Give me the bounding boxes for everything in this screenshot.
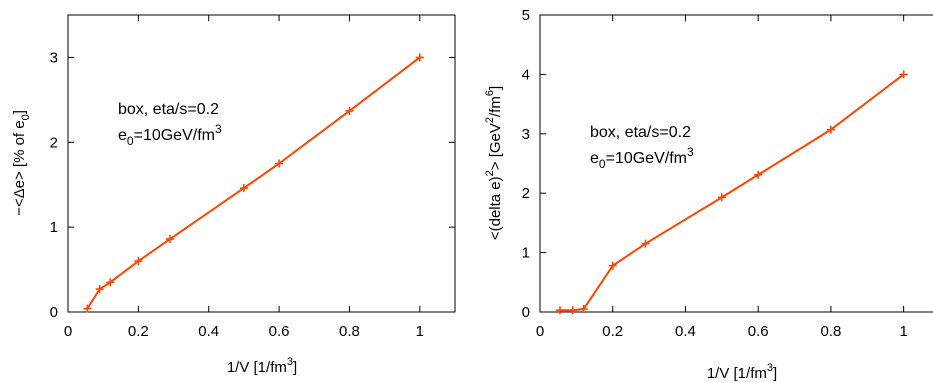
right-data-point [754, 170, 763, 179]
left-data-point [134, 257, 143, 266]
left-y-tick-label: 1 [50, 219, 58, 236]
right-data-point [608, 261, 617, 270]
right-data-point [568, 306, 577, 315]
left-x-axis-label: 1/V [1/fm3] [227, 356, 297, 376]
right-data-point [579, 305, 588, 314]
right-series-line [560, 73, 905, 312]
left-data-point [239, 184, 248, 193]
left-x-tick-label: 0 [64, 323, 72, 340]
right-data-point [717, 193, 726, 202]
left-series-line [86, 56, 421, 310]
right-plot-frame [539, 14, 933, 313]
right-x-tick-label: 0.8 [820, 323, 841, 340]
right-y-tick-label: 0 [522, 304, 530, 321]
right-y-tick-label: 5 [522, 7, 530, 24]
right-y-axis-label: <(delta e)2> [GeV2/fm6] [484, 86, 504, 240]
right-chart: 0 0.2 0.4 0.6 0.8 1 0 1 2 3 4 5 box, eta/s=0.2 e0=1… [484, 7, 933, 382]
right-annotation-line2: e0=10GeV/fm3 [590, 145, 694, 171]
left-y-tick-label: 0 [50, 304, 58, 321]
left-x-tick-label: 0.8 [339, 323, 360, 340]
left-x-tick-label: 0.2 [128, 323, 149, 340]
right-y-tick-label: 2 [522, 185, 530, 202]
left-data-point [275, 159, 284, 168]
left-x-tick-label: 0.4 [198, 323, 219, 340]
left-series [83, 53, 424, 313]
left-ticks: 0 0.2 0.4 0.6 0.8 1 0 1 2 3 [50, 15, 455, 340]
left-y-axis-label: −<Δe> [% of e0] [11, 110, 32, 216]
left-data-point [415, 53, 424, 62]
left-data-point [106, 278, 115, 287]
left-x-tick-label: 0.6 [269, 323, 290, 340]
left-data-point [95, 285, 104, 294]
right-x-tick-label: 0.4 [675, 323, 696, 340]
left-annotation-line2: e0=10GeV/fm3 [118, 122, 222, 148]
right-annotation-line1: box, eta/s=0.2 [590, 124, 691, 141]
left-y-tick-label: 2 [50, 134, 58, 151]
right-x-tick-label: 1 [899, 323, 907, 340]
right-y-tick-label: 3 [522, 126, 530, 143]
right-y-tick-label: 1 [522, 245, 530, 262]
left-data-point [345, 106, 354, 115]
right-data-point [899, 70, 908, 79]
right-ticks: 0 0.2 0.4 0.6 0.8 1 0 1 2 3 4 5 [522, 7, 908, 340]
left-x-tick-label: 1 [416, 323, 424, 340]
right-x-tick-label: 0.2 [602, 323, 623, 340]
right-data-point [826, 125, 835, 134]
right-y-tick-label: 4 [522, 66, 530, 83]
right-data-point [641, 239, 650, 248]
right-data-point [556, 306, 564, 315]
left-y-tick-label: 3 [50, 49, 58, 66]
left-chart: 0 0.2 0.4 0.6 0.8 1 0 1 2 3 box, eta/s=0.2 e0=10G… [11, 14, 456, 376]
right-x-tick-label: 0.6 [748, 323, 769, 340]
right-x-tick-label: 0 [536, 323, 544, 340]
left-annotation-line1: box, eta/s=0.2 [118, 101, 219, 118]
left-plot-frame [67, 14, 456, 313]
right-series [556, 70, 908, 315]
right-x-axis-label: 1/V [1/fm3] [707, 362, 777, 382]
left-data-point [166, 235, 175, 244]
left-data-point [83, 304, 92, 313]
